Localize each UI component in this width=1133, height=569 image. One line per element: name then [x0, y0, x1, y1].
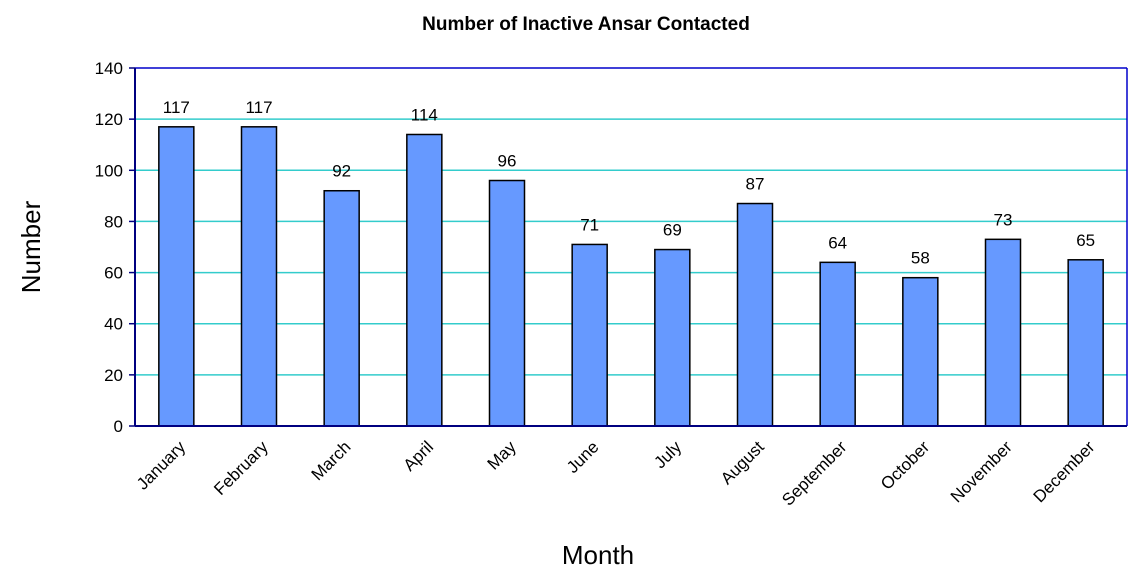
data-label: 58 [911, 249, 930, 268]
data-label: 73 [994, 210, 1013, 229]
bar [819, 261, 856, 427]
y-tick-label: 60 [104, 264, 123, 283]
data-label: 64 [828, 233, 847, 252]
x-tick-label: November [947, 437, 1016, 506]
x-tick-label: September [778, 437, 850, 509]
bar [158, 126, 195, 427]
bar [736, 202, 774, 427]
data-label: 69 [663, 221, 682, 240]
bar [902, 276, 939, 427]
data-label: 117 [163, 98, 190, 117]
data-label: 96 [498, 152, 517, 171]
x-tick-label: August [717, 437, 768, 488]
bar [406, 133, 443, 427]
y-tick-label: 140 [95, 59, 123, 78]
bar [984, 238, 1022, 427]
x-tick-label: March [308, 437, 355, 484]
data-label: 71 [580, 215, 599, 234]
y-tick-label: 80 [104, 212, 123, 231]
data-label: 65 [1076, 231, 1095, 250]
x-tick-label: January [133, 437, 190, 494]
y-axis-title: Number [16, 200, 46, 293]
bar [323, 189, 360, 427]
y-tick-label: 100 [95, 161, 123, 180]
x-axis-title: Month [562, 540, 634, 569]
x-tick-label: February [210, 437, 272, 499]
data-label: 87 [746, 175, 765, 194]
x-tick-label: June [563, 437, 603, 477]
y-tick-label: 40 [104, 315, 123, 334]
bar [654, 248, 691, 427]
data-label: 92 [332, 162, 351, 181]
x-tick-label: May [484, 437, 520, 473]
y-tick-label: 0 [114, 417, 123, 436]
x-tick-label: April [400, 437, 437, 474]
chart-title: Number of Inactive Ansar Contacted [422, 14, 750, 35]
data-label: 114 [411, 105, 438, 124]
y-tick-label: 20 [104, 366, 123, 385]
bar [488, 179, 526, 427]
data-label: 117 [245, 98, 272, 117]
bar [240, 126, 278, 427]
y-tick-label: 120 [95, 110, 123, 129]
bar [1067, 259, 1104, 427]
bar [571, 243, 608, 427]
x-tick-label: July [650, 437, 685, 472]
x-tick-label: October [877, 437, 933, 493]
x-tick-label: December [1030, 437, 1099, 506]
